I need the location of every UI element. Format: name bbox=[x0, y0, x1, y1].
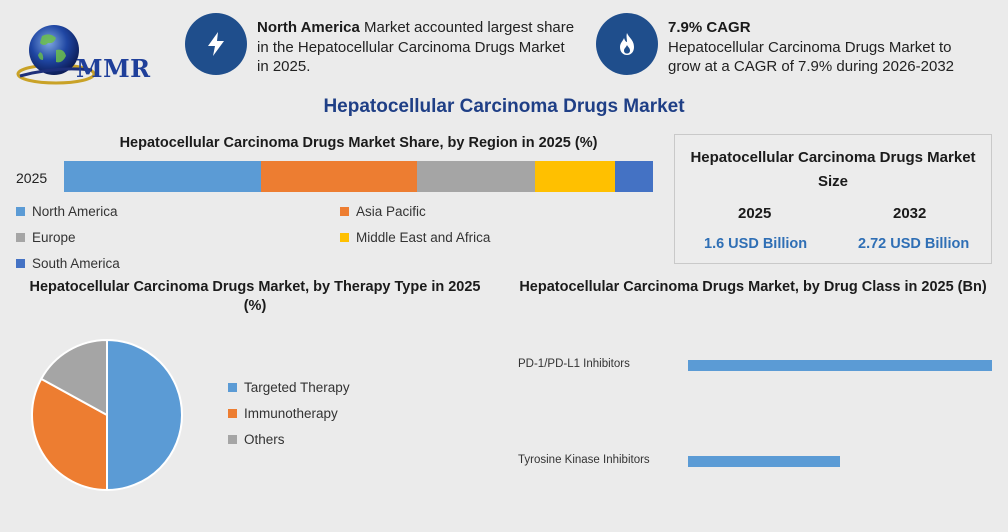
legend-label: Targeted Therapy bbox=[244, 380, 350, 395]
legend-swatch bbox=[228, 409, 237, 418]
therapy-chart-title: Hepatocellular Carcinoma Drugs Market, b… bbox=[29, 279, 481, 314]
pie-slice-immunotherapy bbox=[31, 377, 108, 492]
legend-item-middle-east-and-africa: Middle East and Africa bbox=[340, 230, 490, 245]
bar-segment-south-america bbox=[614, 161, 653, 192]
legend-item-immunotherapy: Immunotherapy bbox=[228, 406, 338, 421]
legend-swatch bbox=[16, 233, 25, 242]
bar-segment-asia-pacific bbox=[261, 161, 418, 192]
logo-text: MMR bbox=[76, 54, 151, 83]
pie-slice-others bbox=[39, 338, 108, 417]
mmr-logo: MMR bbox=[16, 18, 156, 90]
legend-item-europe: Europe bbox=[16, 230, 76, 245]
legend-label: Asia Pacific bbox=[356, 204, 426, 219]
bar-label-pd-1-pd-l1-inhibitors: PD-1/PD-L1 Inhibitors bbox=[518, 358, 630, 370]
market-size-year-1: 2025 bbox=[738, 205, 772, 222]
therapy-pie-chart bbox=[31, 338, 183, 492]
bar-pd-1-pd-l1-inhibitors bbox=[688, 360, 992, 371]
legend-swatch bbox=[228, 435, 237, 444]
globe-logo-icon bbox=[16, 25, 96, 85]
legend-item-asia-pacific: Asia Pacific bbox=[340, 204, 426, 219]
legend-swatch bbox=[16, 207, 25, 216]
legend-item-others: Others bbox=[228, 432, 285, 447]
drug-class-chart-title: Hepatocellular Carcinoma Drugs Market, b… bbox=[519, 279, 987, 295]
market-size-title: Hepatocellular Carcinoma Drugs Market Si… bbox=[690, 149, 976, 190]
bar-segment-europe bbox=[417, 161, 536, 192]
legend-label: Middle East and Africa bbox=[356, 230, 491, 245]
market-size-value-1: 1.6 USD Billion bbox=[704, 236, 808, 252]
legend-label: South America bbox=[32, 256, 120, 271]
highlight-1-bold: North America bbox=[257, 19, 360, 36]
legend-swatch bbox=[16, 259, 25, 268]
legend-item-targeted-therapy: Targeted Therapy bbox=[228, 380, 350, 395]
legend-label: Europe bbox=[32, 230, 76, 245]
legend-item-north-america: North America bbox=[16, 204, 118, 219]
legend-swatch bbox=[228, 383, 237, 392]
highlight-cagr: 7.9% CAGR Hepatocellular Carcinoma Drugs… bbox=[668, 18, 988, 77]
flame-icon bbox=[596, 13, 658, 75]
legend-item-south-america: South America bbox=[16, 256, 120, 271]
bar-segment-middle-east-and-africa bbox=[535, 161, 615, 192]
region-chart-title: Hepatocellular Carcinoma Drugs Market Sh… bbox=[119, 135, 598, 151]
market-size-year-2: 2032 bbox=[893, 205, 927, 222]
pie-slice-targeted-therapy bbox=[106, 338, 183, 492]
lightning-bolt-icon bbox=[185, 13, 247, 75]
page-title: Hepatocellular Carcinoma Drugs Market bbox=[323, 96, 685, 117]
legend-swatch bbox=[340, 233, 349, 242]
market-size-box bbox=[674, 134, 992, 264]
highlight-2-bold: 7.9% CAGR bbox=[668, 19, 751, 36]
legend-label: Immunotherapy bbox=[244, 406, 338, 421]
bar-tyrosine-kinase-inhibitors bbox=[688, 456, 840, 467]
highlight-1-text: Market accounted largest share in the He… bbox=[257, 19, 575, 75]
region-chart-category-label: 2025 bbox=[16, 170, 48, 186]
legend-label: North America bbox=[32, 204, 118, 219]
bar-segment-north-america bbox=[64, 161, 262, 192]
legend-swatch bbox=[340, 207, 349, 216]
legend-label: Others bbox=[244, 432, 285, 447]
region-stacked-bar bbox=[64, 161, 653, 192]
bar-label-tyrosine-kinase-inhibitors: Tyrosine Kinase Inhibitors bbox=[518, 454, 650, 466]
highlight-north-america: North America Market accounted largest s… bbox=[257, 18, 577, 77]
highlight-2-text: Hepatocellular Carcinoma Drugs Market to… bbox=[668, 38, 955, 76]
market-size-value-2: 2.72 USD Billion bbox=[858, 236, 970, 252]
